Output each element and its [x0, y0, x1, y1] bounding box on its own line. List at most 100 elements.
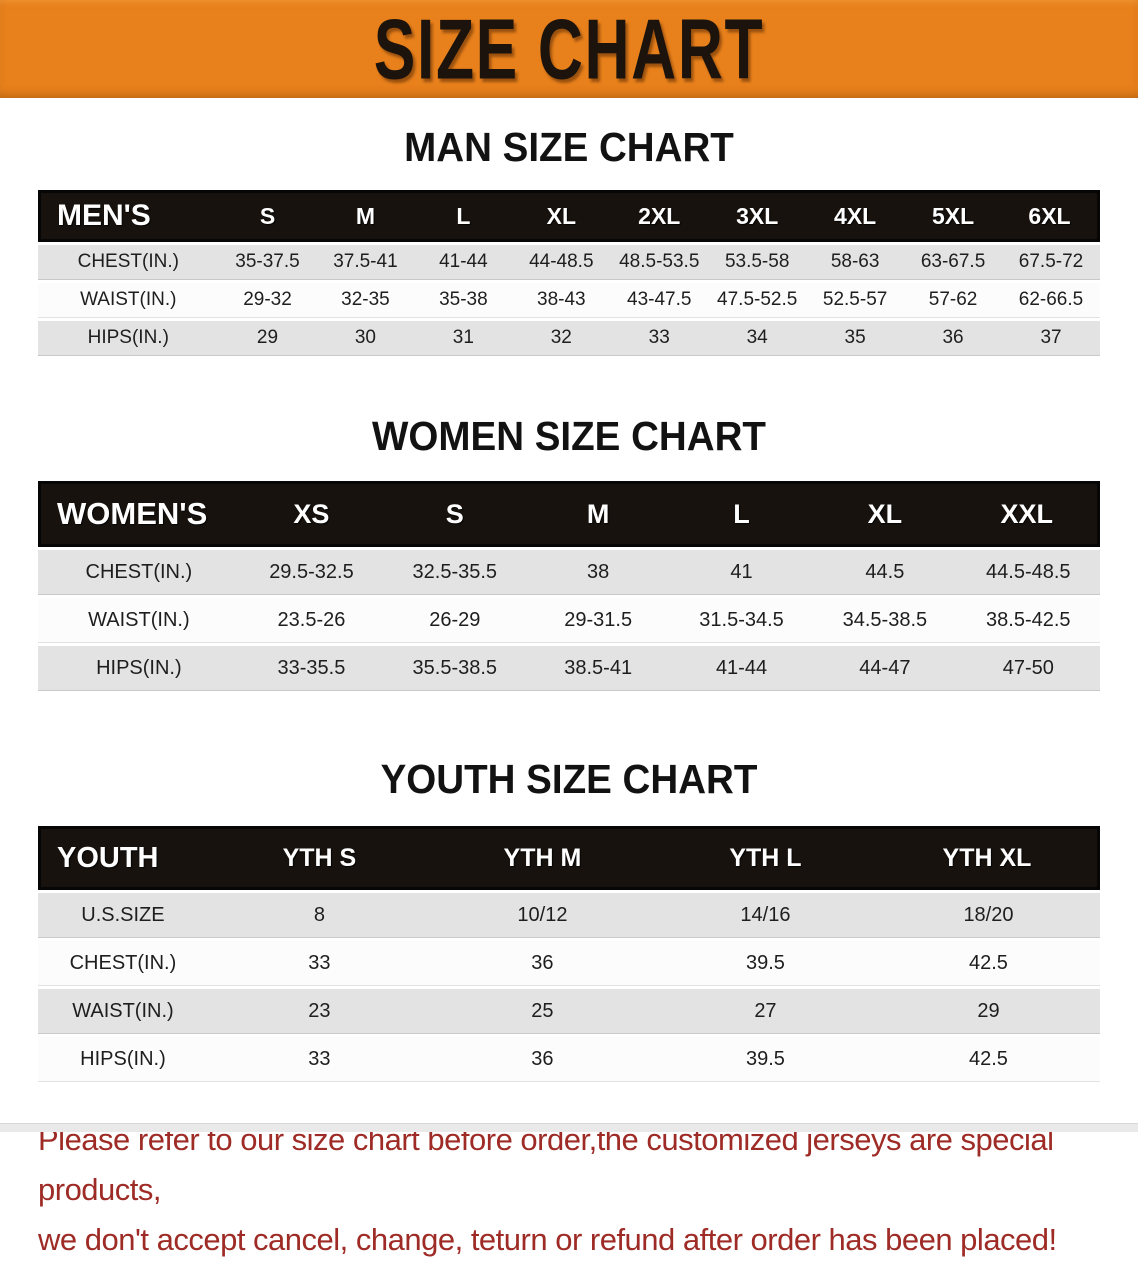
youth-size-table-wrap: YOUTH YTH S YTH M YTH L YTH XL U.S.SIZE 8 10/12… — [38, 823, 1100, 1085]
size-column-header: YTH L — [653, 826, 877, 890]
size-value-cell: 31.5-34.5 — [669, 598, 814, 643]
size-value-cell: 35 — [806, 321, 905, 356]
size-value-cell: 42.5 — [876, 941, 1100, 986]
size-value-cell: 38.5-41 — [526, 646, 670, 691]
mens-size-table-wrap: MEN'S S M L XL 2XL 3XL 4XL 5XL 6XL CHEST(IN.) 35-37… — [38, 187, 1100, 359]
mens-header-label: MEN'S — [38, 190, 219, 242]
size-value-cell: 31 — [414, 321, 513, 356]
size-value-cell: 34.5-38.5 — [813, 598, 957, 643]
row-label: CHEST(IN.) — [38, 245, 219, 280]
size-value-cell: 23.5-26 — [239, 598, 384, 643]
size-column-header: 2XL — [610, 190, 709, 242]
size-value-cell: 42.5 — [876, 1037, 1100, 1082]
table-row: WAIST(IN.) 23 25 27 29 — [38, 989, 1100, 1034]
table-row: CHEST(IN.) 33 36 39.5 42.5 — [38, 941, 1100, 986]
size-value-cell: 43-47.5 — [610, 283, 709, 318]
size-chart-banner: SIZE CHART — [0, 0, 1138, 98]
size-value-cell: 32.5-35.5 — [383, 550, 527, 595]
banner-title: SIZE CHART — [373, 0, 765, 97]
size-column-header: M — [316, 190, 415, 242]
womens-size-table: WOMEN'S XS S M L XL XXL CHEST(IN.) 29.5-32.5 32.5… — [38, 478, 1100, 694]
size-value-cell: 57-62 — [904, 283, 1003, 318]
size-value-cell: 29 — [218, 321, 317, 356]
size-column-header: L — [414, 190, 513, 242]
size-value-cell: 36 — [430, 1037, 654, 1082]
table-row: U.S.SIZE 8 10/12 14/16 18/20 — [38, 893, 1100, 938]
youth-size-table: YOUTH YTH S YTH M YTH L YTH XL U.S.SIZE 8 10/12… — [38, 823, 1100, 1085]
size-value-cell: 52.5-57 — [806, 283, 905, 318]
row-label: U.S.SIZE — [38, 893, 208, 938]
table-row: WAIST(IN.) 23.5-26 26-29 29-31.5 31.5-34.5 34… — [38, 598, 1100, 643]
size-value-cell: 25 — [430, 989, 654, 1034]
size-column-header: XL — [813, 481, 957, 547]
size-value-cell: 29-31.5 — [526, 598, 670, 643]
size-value-cell: 53.5-58 — [708, 245, 807, 280]
table-row: HIPS(IN.) 29 30 31 32 33 34 35 36 37 — [38, 321, 1100, 356]
size-column-header: YTH S — [207, 826, 431, 890]
row-label: HIPS(IN.) — [38, 1037, 208, 1082]
size-value-cell: 37.5-41 — [316, 245, 415, 280]
row-label: CHEST(IN.) — [38, 941, 208, 986]
size-value-cell: 41 — [669, 550, 814, 595]
size-value-cell: 41-44 — [669, 646, 814, 691]
size-chart-sections: MAN SIZE CHART MEN'S S M L XL 2XL 3XL 4XL 5XL 6XL C… — [0, 124, 1138, 1085]
size-value-cell: 18/20 — [876, 893, 1100, 938]
size-value-cell: 48.5-53.5 — [610, 245, 709, 280]
size-value-cell: 44.5 — [813, 550, 957, 595]
row-label: HIPS(IN.) — [38, 646, 240, 691]
size-value-cell: 30 — [316, 321, 415, 356]
bottom-edge-strip — [0, 1123, 1138, 1132]
table-row: WAIST(IN.) 29-32 32-35 35-38 38-43 43-47.5 47.… — [38, 283, 1100, 318]
size-value-cell: 35-37.5 — [218, 245, 317, 280]
row-label: WAIST(IN.) — [38, 283, 219, 318]
size-value-cell: 36 — [430, 941, 654, 986]
size-value-cell: 29-32 — [218, 283, 317, 318]
row-label: CHEST(IN.) — [38, 550, 240, 595]
size-value-cell: 33 — [207, 941, 431, 986]
size-value-cell: 63-67.5 — [904, 245, 1003, 280]
table-row: HIPS(IN.) 33-35.5 35.5-38.5 38.5-41 41-44 44-… — [38, 646, 1100, 691]
size-value-cell: 33 — [207, 1037, 431, 1082]
size-column-header: XXL — [956, 481, 1100, 547]
table-row: CHEST(IN.) 29.5-32.5 32.5-35.5 38 41 44.5 44.5… — [38, 550, 1100, 595]
size-value-cell: 37 — [1002, 321, 1100, 356]
size-value-cell: 67.5-72 — [1002, 245, 1100, 280]
mens-size-table: MEN'S S M L XL 2XL 3XL 4XL 5XL 6XL CHEST(IN.) 35-37… — [38, 187, 1100, 359]
size-column-header: YTH XL — [876, 826, 1100, 890]
size-value-cell: 32 — [512, 321, 611, 356]
youth-header-row: YOUTH YTH S YTH M YTH L YTH XL — [38, 826, 1100, 890]
size-value-cell: 34 — [708, 321, 807, 356]
size-value-cell: 47.5-52.5 — [708, 283, 807, 318]
size-value-cell: 8 — [207, 893, 431, 938]
size-value-cell: 44.5-48.5 — [956, 550, 1100, 595]
size-value-cell: 35-38 — [414, 283, 513, 318]
row-label: WAIST(IN.) — [38, 598, 240, 643]
size-column-header: 5XL — [904, 190, 1003, 242]
size-value-cell: 58-63 — [806, 245, 905, 280]
disclaimer-line-2: we don't accept cancel, change, teturn o… — [38, 1222, 1057, 1257]
size-column-header: YTH M — [430, 826, 654, 890]
row-label: WAIST(IN.) — [38, 989, 208, 1034]
mens-section-title: MAN SIZE CHART — [404, 124, 734, 170]
size-column-header: 6XL — [1002, 190, 1100, 242]
size-value-cell: 44-47 — [813, 646, 957, 691]
size-value-cell: 62-66.5 — [1002, 283, 1100, 318]
size-value-cell: 41-44 — [414, 245, 513, 280]
size-value-cell: 47-50 — [956, 646, 1100, 691]
size-column-header: 4XL — [806, 190, 905, 242]
size-column-header: S — [383, 481, 527, 547]
size-value-cell: 38.5-42.5 — [956, 598, 1100, 643]
size-value-cell: 33 — [610, 321, 709, 356]
size-value-cell: 33-35.5 — [239, 646, 384, 691]
size-value-cell: 36 — [904, 321, 1003, 356]
womens-header-label: WOMEN'S — [38, 481, 240, 547]
size-value-cell: 26-29 — [383, 598, 527, 643]
size-column-header: S — [218, 190, 317, 242]
table-row: HIPS(IN.) 33 36 39.5 42.5 — [38, 1037, 1100, 1082]
disclaimer-text: Please refer to our size chart before or… — [0, 1115, 1138, 1265]
youth-header-label: YOUTH — [38, 826, 208, 890]
size-column-header: L — [669, 481, 814, 547]
size-column-header: XL — [512, 190, 611, 242]
womens-header-row: WOMEN'S XS S M L XL XXL — [38, 481, 1100, 547]
size-value-cell: 29 — [876, 989, 1100, 1034]
